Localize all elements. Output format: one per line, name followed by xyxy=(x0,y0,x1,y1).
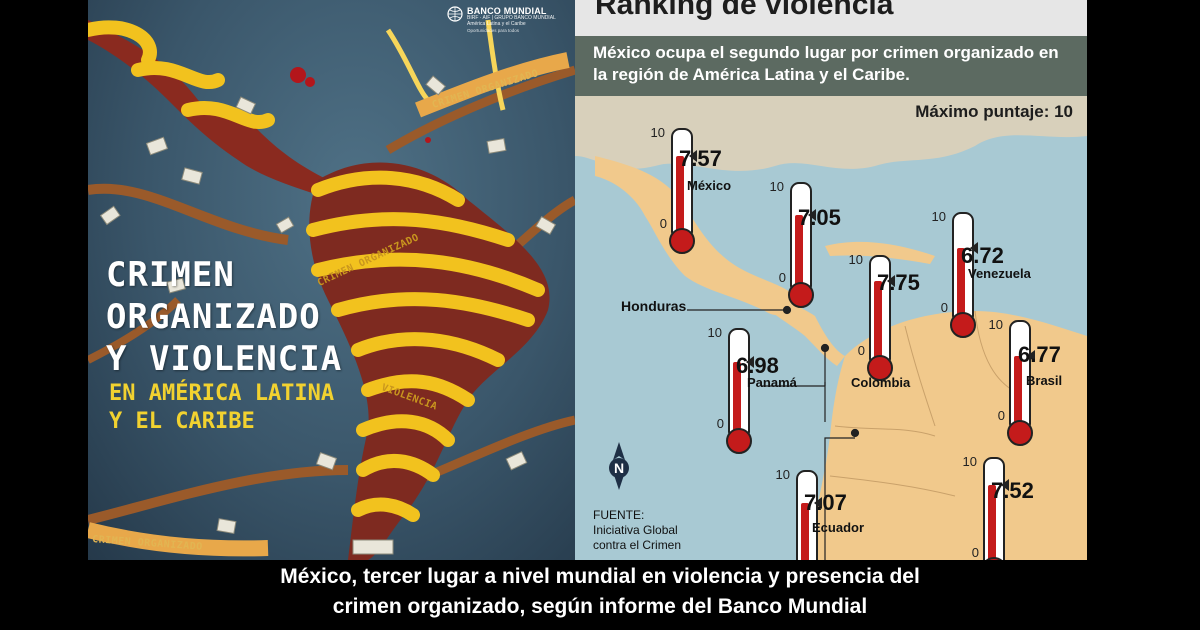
score-value-ecuador: 7.07 xyxy=(804,490,847,515)
thermometer-colombia: 10 0 xyxy=(849,252,933,385)
scale-min-tick: 0 xyxy=(716,416,724,431)
thermometer-bulb xyxy=(669,228,695,254)
infographic-banner: México ocupa el segundo lugar por crimen… xyxy=(575,36,1087,96)
bank-region: América Latina y el Caribe xyxy=(467,21,526,27)
country-label-ecuador: Ecuador xyxy=(812,520,865,535)
globe-icon xyxy=(447,6,463,22)
cover-subtitle-line: EN AMÉRICA LATINA xyxy=(109,381,335,406)
thermometer-bulb xyxy=(788,282,814,308)
cover-title-line: Y VIOLENCIA xyxy=(106,339,343,379)
source-line: FUENTE: xyxy=(593,508,645,522)
level-pointer xyxy=(1027,350,1035,362)
max-score-label: Máximo puntaje: 10 xyxy=(915,102,1073,121)
thermometer-brasil: 10 0 xyxy=(989,317,1073,450)
level-pointer xyxy=(746,356,754,368)
level-pointer xyxy=(814,497,822,509)
thermometer-unnamed-1: 10 0 xyxy=(770,179,854,312)
thermometer-panama: 10 0 xyxy=(708,325,792,458)
scale-max-tick: 10 xyxy=(769,179,784,194)
score-value-panama: 6.98 xyxy=(736,353,779,378)
scale-max-tick: 10 xyxy=(931,209,946,224)
caption-line: crimen organizado, según informe del Ban… xyxy=(332,595,868,618)
cover-title: CRIMEN ORGANIZADO Y VIOLENCIA EN AMÉRICA… xyxy=(106,254,342,436)
source-line: Iniciativa Global xyxy=(593,523,678,537)
infographic-header: Ranking de violencia xyxy=(575,0,1087,36)
scale-min-tick: 0 xyxy=(659,216,667,231)
latin-america-map-illustration xyxy=(88,19,575,560)
thermometer-venezuela: 10 0 xyxy=(932,209,1016,342)
thermometer-bulb xyxy=(726,428,752,454)
scale-min-tick: 0 xyxy=(776,558,792,560)
bank-tagline: Oportunidades para todos xyxy=(467,28,520,33)
scale-max-tick: 10 xyxy=(650,125,665,140)
violence-ranking-infographic: Ranking de violencia México ocupa el seg… xyxy=(575,0,1087,560)
thermometer-unnamed-2: 10 0 xyxy=(963,454,1047,560)
thermometer-bulb xyxy=(1007,420,1033,446)
country-label-honduras: Honduras xyxy=(621,298,687,314)
level-pointer xyxy=(689,150,697,162)
caption-line: México, tercer lugar a nivel mundial en … xyxy=(280,565,920,588)
scale-min-tick: 0 xyxy=(971,545,979,560)
thermometer-fill xyxy=(733,362,741,434)
source-note: FUENTE: Iniciativa Global contra el Crim… xyxy=(593,508,681,553)
score-value-venezuela: 6.72 xyxy=(961,243,1004,268)
thermometer-ecuador: 10 0 xyxy=(776,467,860,560)
country-label-brasil: Brasil xyxy=(1026,373,1063,388)
book-cover: BANCO MUNDIAL BIRF · AIF | GRUPO BANCO M… xyxy=(88,0,575,560)
thermometer-bulb xyxy=(867,355,893,381)
level-pointer xyxy=(887,275,895,287)
scale-min-tick: 0 xyxy=(940,300,948,315)
compass-north-label: N xyxy=(609,458,629,478)
score-value-unnamed-2: 7.52 xyxy=(991,478,1034,503)
thermometer-fill xyxy=(795,215,803,288)
compass: N xyxy=(601,440,637,492)
thermometer-fill xyxy=(676,156,684,234)
country-label-venezuela: Venezuela xyxy=(968,266,1031,281)
score-value-colombia: 7.75 xyxy=(877,270,920,295)
thermometer-fill xyxy=(988,485,996,560)
scale-max-tick: 10 xyxy=(848,252,863,267)
country-label-colombia: Colombia xyxy=(851,375,911,390)
scale-max-tick: 10 xyxy=(962,454,977,469)
country-label-mexico: México xyxy=(687,178,732,193)
thermometer-fill xyxy=(957,248,965,318)
thermometer-fill xyxy=(874,281,882,361)
score-value-unnamed-1: 7.05 xyxy=(798,205,841,230)
bank-name: BANCO MUNDIAL xyxy=(467,6,547,16)
headline-caption: México, tercer lugar a nivel mundial en … xyxy=(0,562,1200,622)
scale-min-tick: 0 xyxy=(778,270,786,285)
infographic-title: Ranking de violencia xyxy=(595,0,894,21)
score-value-brasil: 6.77 xyxy=(1018,342,1061,367)
thermometer-bulb xyxy=(950,312,976,338)
scale-min-tick: 0 xyxy=(997,408,1005,423)
level-pointer xyxy=(808,209,816,221)
infographic-subtitle: México ocupa el segundo lugar por crimen… xyxy=(593,43,1059,84)
cover-subtitle-line: Y EL CARIBE xyxy=(109,409,255,434)
cover-title-line: ORGANIZADO xyxy=(106,297,321,337)
cover-title-line: CRIMEN xyxy=(106,255,235,295)
thermometer-fill xyxy=(1014,356,1022,426)
bank-subtitle: BIRF · AIF | GRUPO BANCO MUNDIAL xyxy=(467,15,556,21)
source-line: contra el Crimen xyxy=(593,538,682,552)
scale-max-tick: 10 xyxy=(707,325,722,340)
thermometer-fill xyxy=(801,503,809,560)
scale-max-tick: 10 xyxy=(775,467,790,482)
country-label-panama: Panamá xyxy=(747,375,797,390)
scale-max-tick: 10 xyxy=(988,317,1003,332)
level-pointer xyxy=(970,242,978,254)
thermometer-mexico: 10 0 xyxy=(651,125,735,258)
score-value-mexico: 7.57 xyxy=(679,146,722,171)
level-pointer xyxy=(1001,479,1009,491)
scale-min-tick: 0 xyxy=(857,343,865,358)
